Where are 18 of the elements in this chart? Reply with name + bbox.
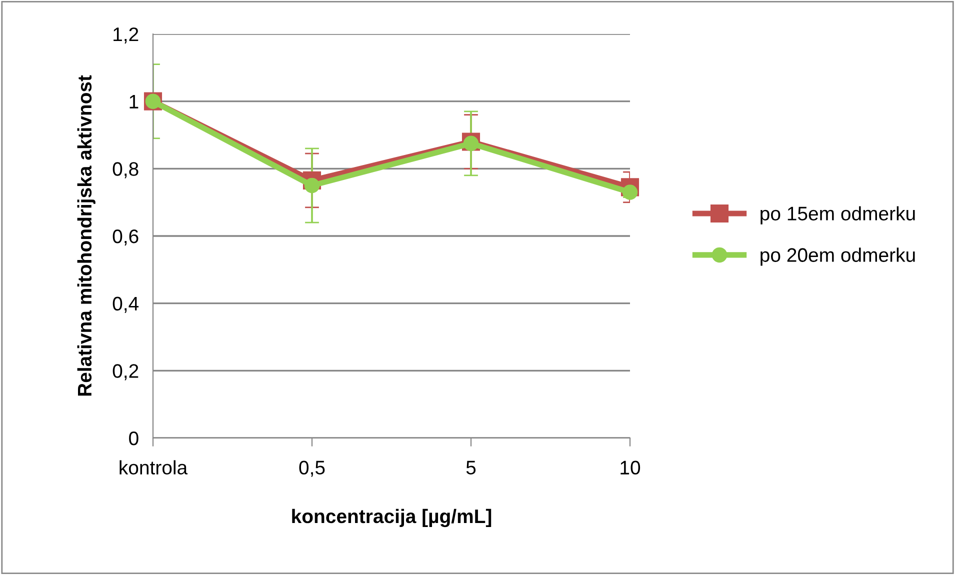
y-tick-label: 0,4 <box>112 296 139 313</box>
x-tick-label: 10 <box>620 460 640 475</box>
x-tick-label: 0,5 <box>299 460 325 477</box>
y-tick-label: 0 <box>129 431 138 446</box>
point <box>463 136 479 152</box>
y-tick-label: 0,8 <box>112 162 138 178</box>
y-tick-label: 1 <box>130 95 138 108</box>
y-tick-label: 1,2 <box>114 27 138 44</box>
x-axis-title: koncentracija [µg/mL] <box>292 508 492 528</box>
x-tick-label: kontrola <box>120 460 188 475</box>
legend-label: po 20em odmerku <box>760 248 915 266</box>
point <box>304 178 320 194</box>
legend-label: po 15em odmerku <box>760 206 915 224</box>
y-tick-label: 0,2 <box>112 364 138 380</box>
y-axis-title: Relativna mitohondrijska aktivnost <box>77 75 96 396</box>
x-tick-label: 5 <box>466 460 476 475</box>
y-tick-label: 0,6 <box>112 229 138 246</box>
point <box>622 184 638 200</box>
